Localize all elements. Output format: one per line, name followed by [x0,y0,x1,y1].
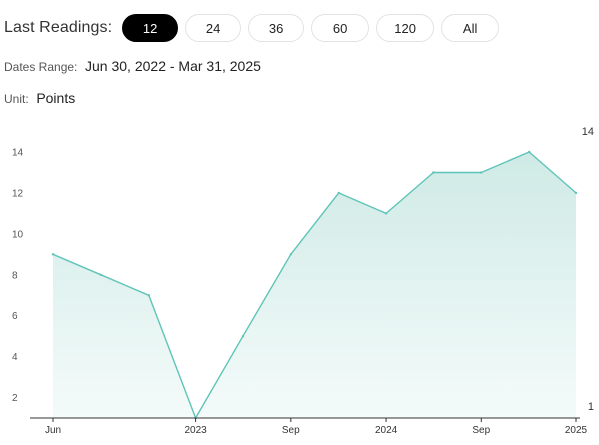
y-tick-label-2: 2 [12,393,18,404]
data-point-10 [480,171,483,174]
data-point-1 [51,253,55,256]
y-tick-label-12: 12 [12,188,24,199]
min-value-label: 1 [588,401,594,413]
dates-range: Dates Range: Jun 30, 2022 - Mar 31, 2025 [4,58,261,74]
readings-option-60[interactable]: 60 [311,14,370,42]
data-point-3 [147,294,150,297]
data-point-2 [99,273,103,276]
readings-option-all[interactable]: All [441,14,500,42]
series-line [52,151,577,419]
unit-label: Unit: [4,92,29,106]
max-value-label: 14 [582,126,594,138]
data-point-12 [574,191,578,195]
readings-option-12[interactable]: 12 [122,14,179,42]
data-point-8 [384,212,388,215]
data-point-6 [289,253,292,256]
y-tick-label-14: 14 [12,148,24,159]
x-tick-label-1: Jun [45,425,61,436]
readings-option-120[interactable]: 120 [376,14,435,42]
dates-range-label: Dates Range: [4,60,78,74]
y-tick-label-8: 8 [12,270,18,281]
readings-option-24[interactable]: 24 [185,14,242,42]
dates-range-value: Jun 30, 2022 - Mar 31, 2025 [85,58,261,74]
x-tick-label-6: 2025 [565,425,588,436]
data-point-7 [337,191,340,195]
readings-option-36[interactable]: 36 [248,14,305,42]
area-fill [53,152,576,418]
last-readings-label: Last Readings: [4,19,113,36]
data-point-11 [528,150,531,154]
x-tick-label-5: Sep [472,425,490,436]
unit-line: Unit: Points [4,90,75,106]
data-point-9 [432,171,435,174]
x-tick-label-4: 2024 [375,425,398,436]
y-tick-label-4: 4 [12,352,18,363]
x-tick-label-3: Sep [282,425,300,436]
y-tick-label-6: 6 [12,311,18,322]
unit-value: Points [36,90,76,106]
y-tick-label-10: 10 [12,229,24,240]
x-tick-label-2: 2023 [184,425,207,436]
data-point-5 [241,335,245,338]
last-readings-bar: Last Readings: 12 24 36 60 120 All [4,14,506,42]
readings-options: 12 24 36 60 120 All [122,14,506,42]
